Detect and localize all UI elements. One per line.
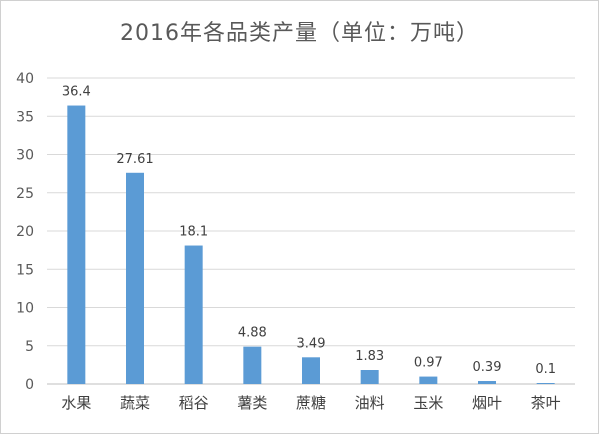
data-label-蔗糖: 3.49 (297, 336, 326, 351)
x-tick-label-稻谷: 稻谷 (179, 394, 209, 412)
y-tick-label-40: 40 (16, 71, 34, 87)
bar-茶叶 (536, 383, 555, 384)
y-tick-label-25: 25 (16, 186, 34, 202)
data-label-油料: 1.83 (355, 349, 384, 364)
bar-蔗糖 (302, 357, 320, 384)
bar-油料 (360, 370, 379, 384)
bar-稻谷 (184, 245, 203, 384)
x-tick-label-玉米: 玉米 (413, 394, 443, 412)
x-tick-label-薯类: 薯类 (237, 394, 267, 412)
y-tick-label-0: 0 (25, 377, 34, 393)
y-tick-label-20: 20 (16, 224, 34, 240)
bar-水果 (67, 105, 86, 384)
x-tick-label-茶叶: 茶叶 (531, 394, 561, 412)
bar-烟叶 (478, 381, 496, 384)
bar-玉米 (419, 376, 438, 384)
data-label-烟叶: 0.39 (473, 360, 502, 375)
data-label-薯类: 4.88 (238, 326, 267, 341)
x-tick-label-油料: 油料 (355, 394, 385, 412)
data-label-玉米: 0.97 (414, 356, 443, 371)
y-tick-label-30: 30 (16, 148, 34, 164)
chart-title: 2016年各品类产量（单位：万吨） (120, 21, 479, 46)
data-label-稻谷: 18.1 (179, 225, 208, 240)
y-tick-label-15: 15 (16, 262, 34, 278)
x-tick-label-蔬菜: 蔬菜 (120, 394, 150, 412)
bar-蔬菜 (126, 172, 144, 384)
y-tick-label-10: 10 (16, 301, 34, 317)
bar-薯类 (243, 346, 262, 384)
x-tick-label-水果: 水果 (61, 394, 91, 412)
x-tick-label-蔗糖: 蔗糖 (296, 394, 326, 412)
data-label-茶叶: 0.1 (535, 362, 556, 377)
data-label-蔬菜: 27.61 (116, 152, 153, 167)
x-tick-label-烟叶: 烟叶 (472, 394, 502, 412)
data-label-水果: 36.4 (62, 85, 91, 100)
y-tick-label-35: 35 (16, 109, 34, 125)
y-tick-label-5: 5 (25, 339, 34, 355)
